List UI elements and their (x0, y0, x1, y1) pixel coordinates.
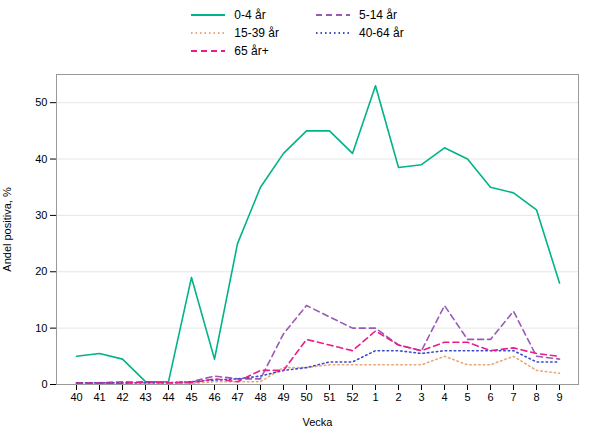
svg-text:48: 48 (254, 391, 266, 403)
svg-text:47: 47 (231, 391, 243, 403)
svg-text:0: 0 (41, 378, 47, 390)
svg-text:50: 50 (35, 96, 47, 108)
svg-text:Vecka: Vecka (303, 416, 334, 428)
svg-text:45: 45 (185, 391, 197, 403)
svg-text:Andel positiva, %: Andel positiva, % (1, 187, 13, 272)
html-text:0-4 år: 0-4 år (234, 8, 266, 22)
svg-text:20: 20 (35, 265, 47, 277)
svg-text:42: 42 (116, 391, 128, 403)
svg-text:50: 50 (300, 391, 312, 403)
svg-text:7: 7 (510, 391, 516, 403)
svg-text:6: 6 (487, 391, 493, 403)
html-text:40-64 år: 40-64 år (359, 26, 404, 40)
svg-text:52: 52 (346, 391, 358, 403)
svg-text:2: 2 (395, 391, 401, 403)
svg-text:5: 5 (464, 391, 470, 403)
svg-text:40: 40 (70, 391, 82, 403)
html-text:65 år+: 65 år+ (234, 44, 269, 58)
svg-text:30: 30 (35, 209, 47, 221)
svg-text:1: 1 (372, 391, 378, 403)
html-text:5-14 år: 5-14 år (359, 8, 397, 22)
html-text:15-39 år: 15-39 år (234, 26, 279, 40)
svg-text:10: 10 (35, 322, 47, 334)
svg-text:46: 46 (208, 391, 220, 403)
svg-text:41: 41 (93, 391, 105, 403)
svg-text:51: 51 (323, 391, 335, 403)
svg-text:4: 4 (441, 391, 447, 403)
svg-text:40: 40 (35, 153, 47, 165)
svg-text:44: 44 (162, 391, 174, 403)
svg-text:49: 49 (277, 391, 289, 403)
svg-text:9: 9 (556, 391, 562, 403)
svg-text:3: 3 (418, 391, 424, 403)
svg-text:8: 8 (533, 391, 539, 403)
svg-text:43: 43 (139, 391, 151, 403)
